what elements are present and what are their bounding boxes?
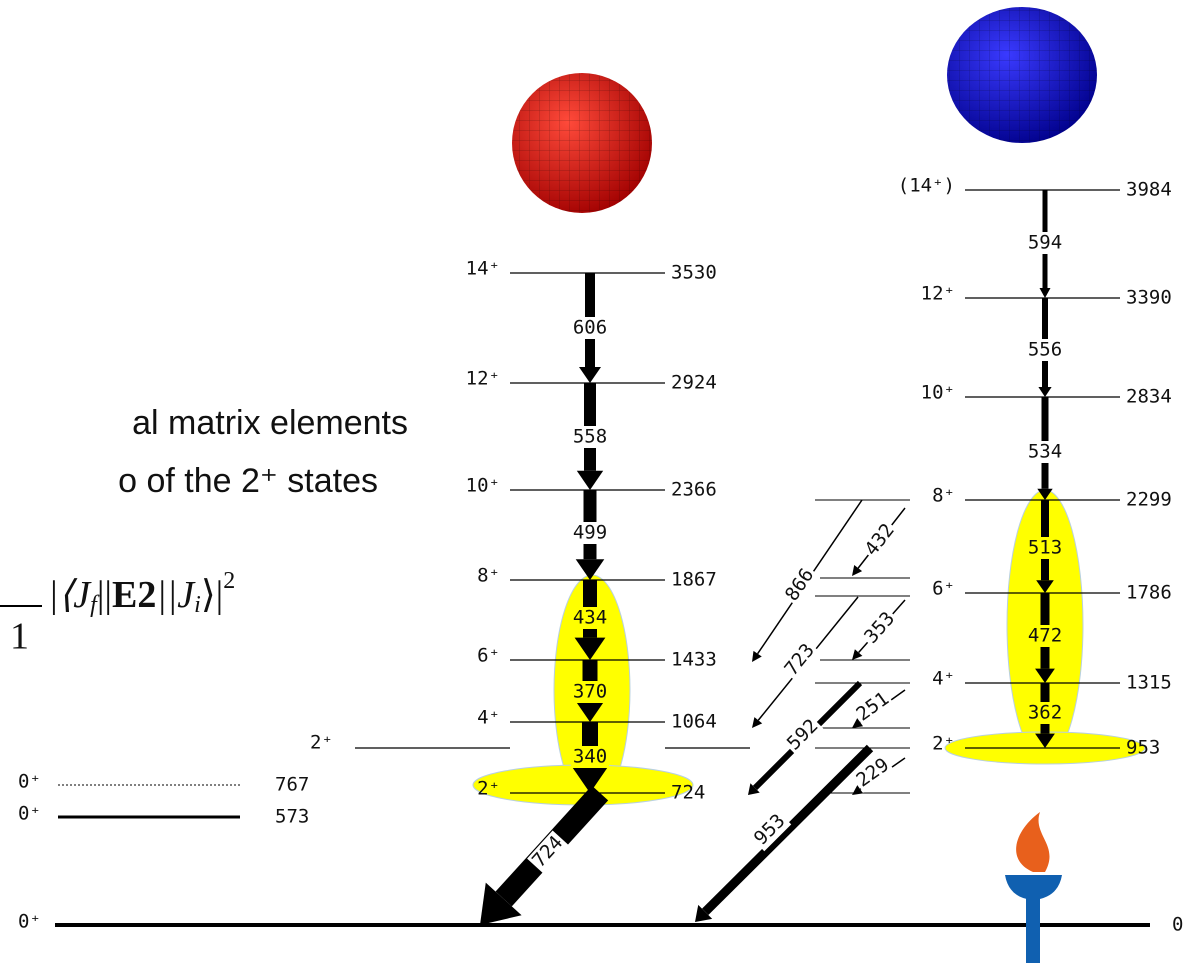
spin-label: 4⁺ [477, 707, 500, 729]
formula-part: || [97, 574, 112, 616]
formula-denominator: 1 [10, 616, 29, 658]
spin-label: (14⁺) [898, 175, 955, 197]
transition-energy: 606 [573, 317, 607, 339]
spin-label: 8⁺ [477, 565, 500, 587]
arrow-head [577, 471, 603, 490]
energy-label: 0 [1172, 914, 1183, 936]
formula-part: E2 [112, 574, 156, 616]
mesh [512, 73, 652, 213]
transition-energy: 472 [1028, 625, 1062, 647]
transition-energy: 558 [573, 426, 607, 448]
energy-label: 1867 [671, 569, 717, 591]
transition-label: 723 [779, 638, 820, 682]
transition-label: 606 [571, 317, 609, 340]
transition-energy: 513 [1028, 537, 1062, 559]
transition-label: 866 [780, 563, 820, 607]
transition-energy: 534 [1028, 441, 1062, 463]
energy-label: 1433 [671, 649, 717, 671]
energy-label: 953 [1126, 737, 1160, 759]
spin-label: 10⁺ [921, 382, 955, 404]
transition-energy: 594 [1028, 232, 1062, 254]
formula: |⟨Jf||E2||Ji⟩|2 [48, 568, 235, 618]
spin-label: 6⁺ [477, 645, 500, 667]
spin-label: 2⁺ [310, 732, 333, 754]
transition-label: 370 [571, 681, 609, 704]
transition-label: 592 [781, 713, 824, 756]
transition-label: 534 [1026, 441, 1064, 464]
transition-energy: 723 [780, 639, 819, 680]
energy-label: 767 [275, 774, 309, 796]
transition-energy: 953 [750, 810, 790, 850]
formula-part: ⟩| [201, 574, 223, 616]
energy-label: 2299 [1126, 489, 1172, 511]
energy-label: 724 [671, 782, 705, 804]
level-scheme: al matrix elements o of the 2⁺ states 1 … [0, 0, 1200, 963]
transition-label: 558 [571, 426, 609, 449]
transition-label: 434 [571, 607, 609, 630]
arrow-head [752, 717, 762, 728]
transition-energy: 592 [783, 715, 823, 755]
arrow-head [752, 651, 762, 662]
spin-label: 2⁺ [932, 733, 955, 755]
transition-energy: 556 [1028, 339, 1062, 361]
energy-label: 1786 [1126, 582, 1172, 604]
spin-label: 14⁺ [466, 258, 500, 280]
arrow-head [1040, 288, 1051, 298]
transition-label: 340 [571, 746, 609, 769]
spin-label: 0⁺ [18, 771, 41, 793]
energy-label: 3530 [671, 262, 717, 284]
arrow-head [852, 565, 862, 576]
formula-part: |⟨J [48, 574, 92, 616]
spin-label: 10⁺ [466, 475, 500, 497]
transition-arrow [705, 748, 870, 912]
formula-part: ||J [156, 574, 196, 616]
transition-energy: 866 [781, 564, 818, 605]
spin-label: 0⁺ [18, 911, 41, 933]
energy-label: 2924 [671, 372, 717, 394]
transition-energy: 370 [573, 681, 607, 703]
transition-label: 513 [1026, 537, 1064, 560]
energy-label: 3984 [1126, 179, 1172, 201]
transition-energy: 362 [1028, 702, 1062, 724]
arrow-head [579, 367, 601, 383]
torch-logo [1005, 812, 1062, 963]
formula-part: i [194, 592, 201, 618]
transition-label: 472 [1026, 625, 1064, 648]
transition-label: 362 [1026, 702, 1064, 725]
spin-label: 2⁺ [477, 778, 500, 800]
formula-part: 2 [223, 568, 235, 594]
arrow-head [1038, 387, 1051, 397]
transition-label: 556 [1026, 339, 1064, 362]
spin-label: 12⁺ [921, 283, 955, 305]
transition-energy: 434 [573, 607, 607, 629]
caption: o of the 2⁺ states [118, 462, 378, 500]
energy-label: 2366 [671, 479, 717, 501]
transition-label: 432 [859, 518, 900, 562]
transition-label: 499 [571, 522, 609, 545]
energy-label: 573 [275, 806, 309, 828]
energy-label: 1064 [671, 711, 717, 733]
spin-label: 4⁺ [932, 668, 955, 690]
mesh [947, 7, 1097, 143]
caption: al matrix elements [132, 404, 408, 442]
energy-label: 1315 [1126, 672, 1172, 694]
transition-energy: 432 [860, 519, 898, 560]
spin-label: 0⁺ [18, 803, 41, 825]
transition-label: 594 [1026, 232, 1064, 255]
spin-label: 8⁺ [932, 485, 955, 507]
transition-energy: 340 [573, 746, 607, 768]
spin-label: 6⁺ [932, 578, 955, 600]
energy-label: 2834 [1126, 386, 1172, 408]
transition-energy: 499 [573, 522, 607, 544]
spin-label: 12⁺ [466, 368, 500, 390]
transition-label: 953 [748, 808, 791, 851]
energy-label: 3390 [1126, 287, 1172, 309]
